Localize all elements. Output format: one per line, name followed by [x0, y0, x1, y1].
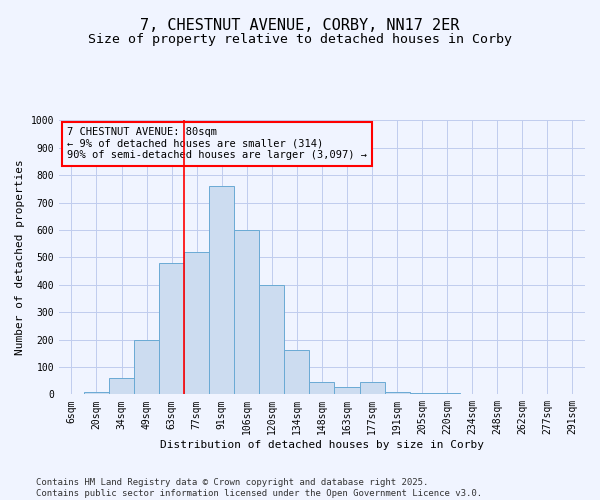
Bar: [234, 230, 259, 394]
Bar: [134, 340, 159, 394]
Bar: [184, 252, 209, 394]
Text: 7 CHESTNUT AVENUE: 80sqm
← 9% of detached houses are smaller (314)
90% of semi-d: 7 CHESTNUT AVENUE: 80sqm ← 9% of detache…: [67, 127, 367, 160]
Bar: [359, 382, 385, 394]
Bar: [109, 378, 134, 394]
Bar: [434, 393, 460, 394]
Text: Contains HM Land Registry data © Crown copyright and database right 2025.
Contai: Contains HM Land Registry data © Crown c…: [36, 478, 482, 498]
Bar: [84, 392, 109, 394]
Bar: [159, 263, 184, 394]
Bar: [209, 186, 234, 394]
Bar: [410, 393, 434, 394]
Bar: [259, 284, 284, 395]
Bar: [284, 350, 310, 395]
X-axis label: Distribution of detached houses by size in Corby: Distribution of detached houses by size …: [160, 440, 484, 450]
Text: 7, CHESTNUT AVENUE, CORBY, NN17 2ER: 7, CHESTNUT AVENUE, CORBY, NN17 2ER: [140, 18, 460, 32]
Text: Size of property relative to detached houses in Corby: Size of property relative to detached ho…: [88, 32, 512, 46]
Bar: [385, 392, 410, 394]
Y-axis label: Number of detached properties: Number of detached properties: [15, 160, 25, 355]
Bar: [334, 388, 359, 394]
Bar: [310, 382, 334, 394]
